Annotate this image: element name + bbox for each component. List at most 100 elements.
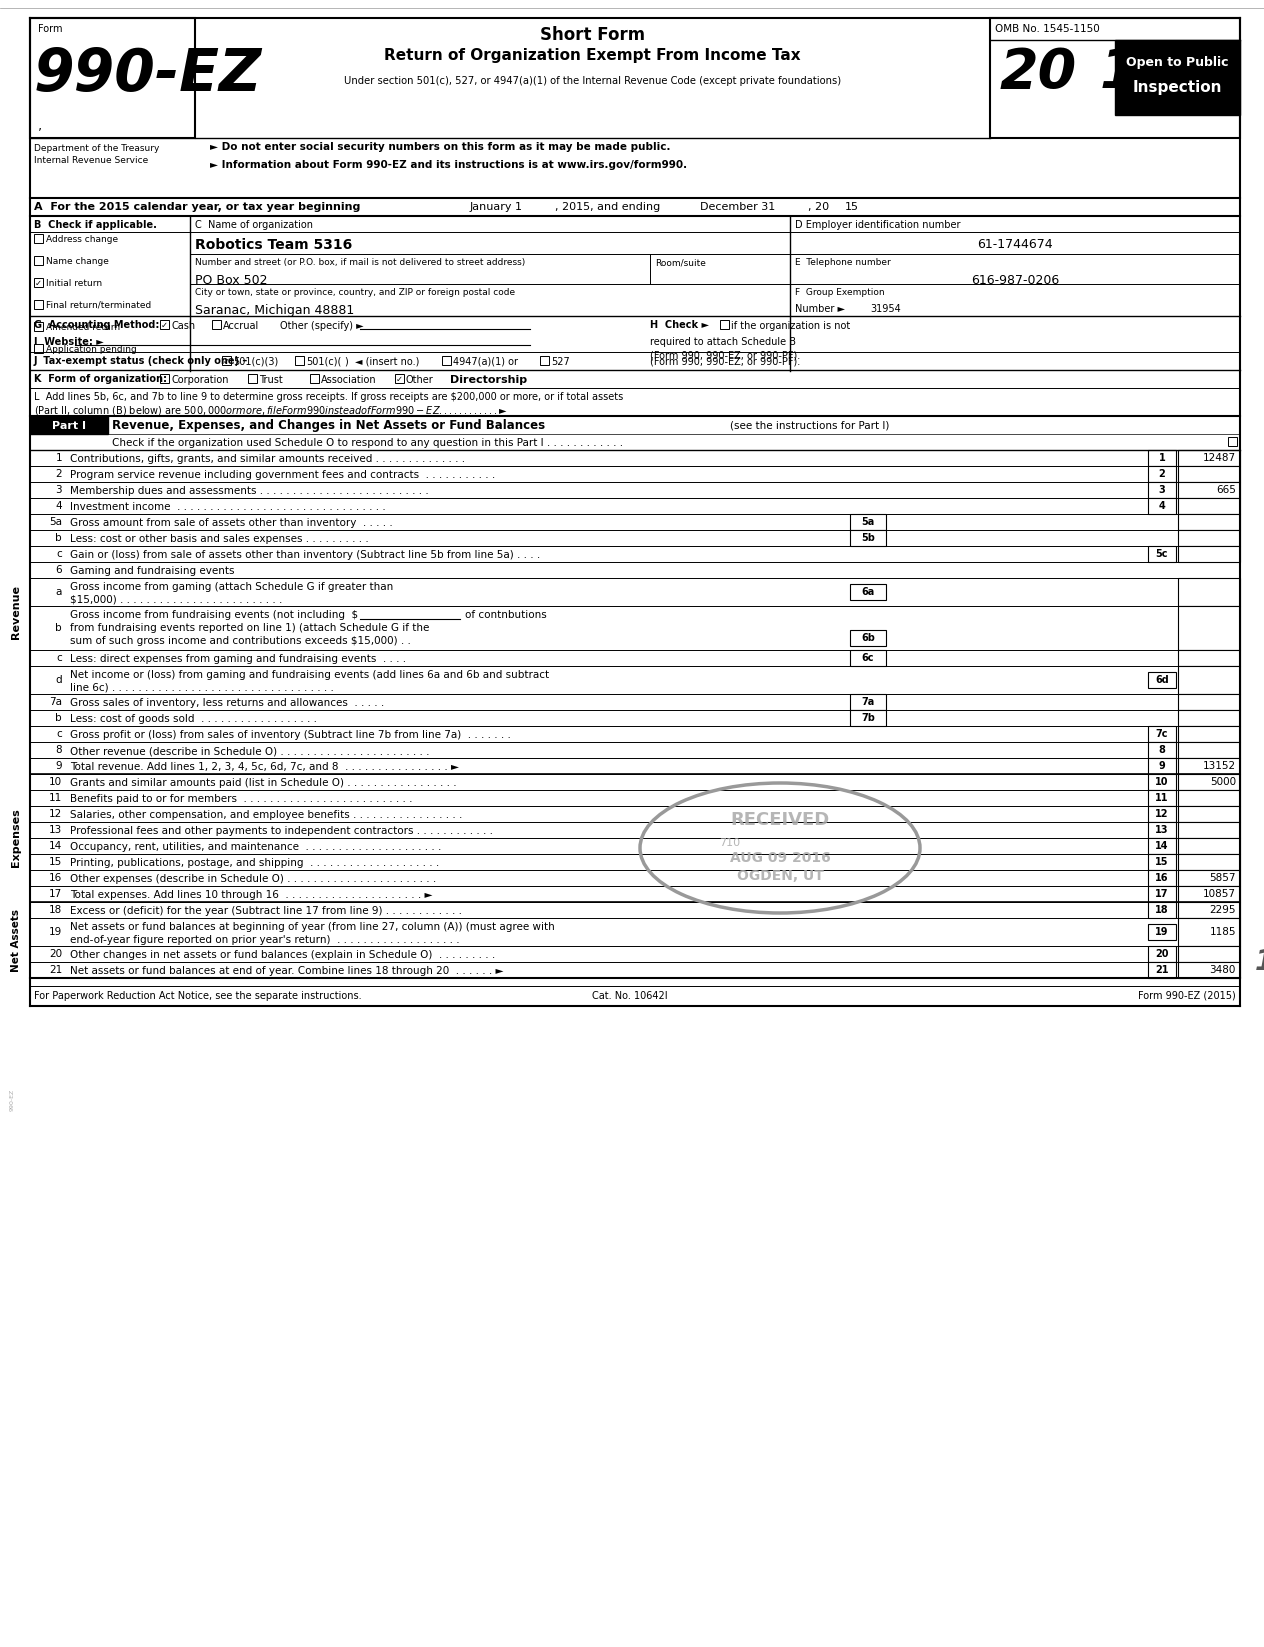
Text: 12: 12 bbox=[49, 809, 62, 819]
Text: 6d: 6d bbox=[1155, 675, 1169, 685]
Text: 16: 16 bbox=[1155, 873, 1169, 883]
Bar bbox=[849, 514, 886, 530]
Text: 6c: 6c bbox=[862, 652, 875, 664]
Text: 15: 15 bbox=[1100, 46, 1177, 100]
Bar bbox=[1178, 870, 1240, 886]
Bar bbox=[394, 374, 404, 384]
Bar bbox=[161, 374, 169, 384]
Bar bbox=[1148, 726, 1176, 743]
Bar bbox=[990, 18, 1240, 138]
Bar bbox=[1148, 743, 1176, 758]
Text: Other expenses (describe in Schedule O) . . . . . . . . . . . . . . . . . . . . : Other expenses (describe in Schedule O) … bbox=[70, 875, 436, 884]
Bar bbox=[1178, 450, 1240, 466]
Text: 7b: 7b bbox=[861, 713, 875, 723]
Text: Accrual: Accrual bbox=[222, 321, 259, 331]
Bar bbox=[1178, 962, 1240, 978]
Bar bbox=[1178, 758, 1240, 774]
Text: 9: 9 bbox=[1159, 761, 1165, 771]
Bar bbox=[1178, 743, 1240, 758]
Text: 11: 11 bbox=[49, 792, 62, 804]
Bar bbox=[1178, 497, 1240, 514]
Text: Printing, publications, postage, and shipping  . . . . . . . . . . . . . . . . .: Printing, publications, postage, and shi… bbox=[70, 858, 440, 868]
Text: Name change: Name change bbox=[46, 257, 109, 267]
Text: L  Add lines 5b, 6c, and 7b to line 9 to determine gross receipts. If gross rece: L Add lines 5b, 6c, and 7b to line 9 to … bbox=[34, 392, 623, 402]
Text: of contnbutions: of contnbutions bbox=[465, 609, 547, 619]
Bar bbox=[1178, 651, 1240, 665]
Text: Amended return: Amended return bbox=[46, 323, 120, 333]
Bar bbox=[34, 278, 43, 287]
Text: Revenue: Revenue bbox=[11, 585, 21, 639]
Bar bbox=[1178, 903, 1240, 917]
Text: 10: 10 bbox=[49, 777, 62, 787]
Text: Form 990-EZ (2015): Form 990-EZ (2015) bbox=[1139, 991, 1236, 1001]
Text: Gain or (loss) from sale of assets other than inventory (Subtract line 5b from l: Gain or (loss) from sale of assets other… bbox=[70, 550, 540, 560]
Bar bbox=[1148, 450, 1176, 466]
Text: ✓: ✓ bbox=[396, 374, 403, 384]
Text: Department of the Treasury: Department of the Treasury bbox=[34, 143, 159, 153]
Text: 13152: 13152 bbox=[1203, 761, 1236, 771]
Text: 7a: 7a bbox=[861, 697, 875, 707]
Text: Net assets or fund balances at end of year. Combine lines 18 through 20  . . . .: Net assets or fund balances at end of ye… bbox=[70, 967, 503, 977]
Text: 527: 527 bbox=[551, 357, 570, 367]
Bar bbox=[34, 323, 43, 331]
Text: from fundraising events reported on line 1) (attach Schedule G if the: from fundraising events reported on line… bbox=[70, 623, 430, 632]
Text: Revenue, Expenses, and Changes in Net Assets or Fund Balances: Revenue, Expenses, and Changes in Net As… bbox=[112, 418, 545, 432]
Bar bbox=[1148, 945, 1176, 962]
Text: 5a: 5a bbox=[49, 517, 62, 527]
Text: Total revenue. Add lines 1, 2, 3, 4, 5c, 6d, 7c, and 8  . . . . . . . . . . . . : Total revenue. Add lines 1, 2, 3, 4, 5c,… bbox=[70, 763, 459, 772]
Bar bbox=[30, 417, 107, 435]
Text: Excess or (deficit) for the year (Subtract line 17 from line 9) . . . . . . . . : Excess or (deficit) for the year (Subtra… bbox=[70, 906, 463, 916]
Text: 1: 1 bbox=[56, 453, 62, 463]
Text: ’: ’ bbox=[38, 127, 42, 138]
Bar bbox=[1148, 483, 1176, 497]
Text: end-of-year figure reported on prior year's return)  . . . . . . . . . . . . . .: end-of-year figure reported on prior yea… bbox=[70, 935, 460, 945]
Bar bbox=[34, 300, 43, 310]
Text: c: c bbox=[57, 548, 62, 558]
Text: Gaming and fundraising events: Gaming and fundraising events bbox=[70, 567, 235, 576]
Text: 4: 4 bbox=[1159, 501, 1165, 511]
Bar bbox=[720, 320, 729, 329]
Text: Final return/terminated: Final return/terminated bbox=[46, 301, 152, 310]
Text: ► Do not enter social security numbers on this form as it may be made public.: ► Do not enter social security numbers o… bbox=[210, 142, 670, 152]
Text: b: b bbox=[56, 623, 62, 632]
Text: 5c: 5c bbox=[1155, 548, 1168, 558]
Bar bbox=[1178, 774, 1240, 791]
Text: ✓: ✓ bbox=[35, 278, 42, 288]
Bar bbox=[1178, 838, 1240, 855]
Bar bbox=[1148, 962, 1176, 978]
Text: required to attach Schedule B: required to attach Schedule B bbox=[650, 338, 796, 348]
Bar bbox=[1229, 436, 1237, 446]
Text: For Paperwork Reduction Act Notice, see the separate instructions.: For Paperwork Reduction Act Notice, see … bbox=[34, 991, 362, 1001]
Text: , 20: , 20 bbox=[808, 203, 829, 212]
Text: Application pending: Application pending bbox=[46, 344, 137, 354]
Bar bbox=[1178, 514, 1240, 530]
Text: 2: 2 bbox=[1159, 469, 1165, 479]
Text: 2295: 2295 bbox=[1210, 904, 1236, 916]
Text: Short Form: Short Form bbox=[540, 26, 645, 44]
Text: Saranac, Michigan 48881: Saranac, Michigan 48881 bbox=[195, 305, 354, 316]
Bar bbox=[1148, 870, 1176, 886]
Text: 1185: 1185 bbox=[1210, 927, 1236, 937]
Text: 1: 1 bbox=[1159, 453, 1165, 463]
Text: C  Name of organization: C Name of organization bbox=[195, 221, 313, 231]
Text: 14: 14 bbox=[49, 842, 62, 851]
Text: Cash: Cash bbox=[171, 321, 195, 331]
Text: 21: 21 bbox=[1155, 965, 1169, 975]
Text: b: b bbox=[56, 534, 62, 544]
Bar bbox=[1178, 578, 1240, 606]
Bar bbox=[1178, 886, 1240, 903]
Bar bbox=[1178, 805, 1240, 822]
Text: 2: 2 bbox=[56, 469, 62, 479]
Bar bbox=[222, 356, 231, 366]
Bar bbox=[295, 356, 305, 366]
Bar bbox=[442, 356, 451, 366]
Text: 18: 18 bbox=[1155, 904, 1169, 916]
Text: Net income or (loss) from gaming and fundraising events (add lines 6a and 6b and: Net income or (loss) from gaming and fun… bbox=[70, 670, 549, 680]
Text: 7a: 7a bbox=[49, 697, 62, 707]
Text: 8: 8 bbox=[56, 744, 62, 754]
Text: 6a: 6a bbox=[861, 586, 875, 596]
Text: 501(c)(3): 501(c)(3) bbox=[233, 357, 278, 367]
Text: Less: cost of goods sold  . . . . . . . . . . . . . . . . . .: Less: cost of goods sold . . . . . . . .… bbox=[70, 715, 317, 725]
Bar bbox=[1148, 774, 1176, 791]
Text: Expenses: Expenses bbox=[11, 809, 21, 868]
